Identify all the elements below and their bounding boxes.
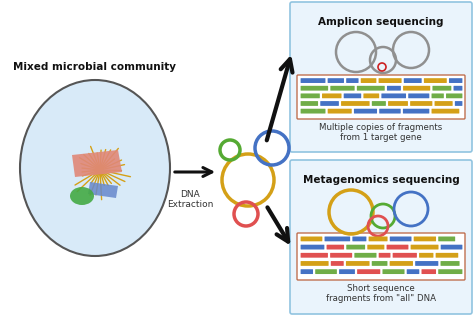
- FancyBboxPatch shape: [390, 236, 411, 241]
- FancyBboxPatch shape: [379, 109, 401, 113]
- FancyBboxPatch shape: [438, 269, 463, 274]
- FancyBboxPatch shape: [301, 261, 328, 266]
- FancyBboxPatch shape: [355, 253, 376, 258]
- FancyBboxPatch shape: [383, 269, 404, 274]
- Ellipse shape: [20, 80, 170, 256]
- FancyBboxPatch shape: [301, 101, 318, 106]
- Text: Short sequence
fragments from "all" DNA: Short sequence fragments from "all" DNA: [326, 284, 436, 303]
- FancyBboxPatch shape: [414, 236, 436, 241]
- Text: DNA
Extraction: DNA Extraction: [167, 190, 213, 210]
- FancyBboxPatch shape: [408, 94, 429, 98]
- FancyBboxPatch shape: [387, 86, 401, 91]
- FancyBboxPatch shape: [315, 269, 337, 274]
- FancyBboxPatch shape: [369, 236, 388, 241]
- FancyBboxPatch shape: [435, 101, 453, 106]
- FancyBboxPatch shape: [346, 245, 365, 250]
- FancyBboxPatch shape: [387, 245, 409, 250]
- FancyBboxPatch shape: [322, 94, 341, 98]
- FancyBboxPatch shape: [424, 78, 447, 83]
- FancyBboxPatch shape: [364, 94, 379, 98]
- FancyBboxPatch shape: [325, 236, 350, 241]
- FancyBboxPatch shape: [432, 86, 451, 91]
- FancyBboxPatch shape: [327, 245, 344, 250]
- FancyBboxPatch shape: [449, 78, 463, 83]
- FancyBboxPatch shape: [331, 261, 344, 266]
- FancyBboxPatch shape: [455, 101, 463, 106]
- FancyBboxPatch shape: [301, 78, 326, 83]
- FancyBboxPatch shape: [390, 261, 413, 266]
- FancyBboxPatch shape: [301, 269, 313, 274]
- Polygon shape: [88, 182, 118, 198]
- Ellipse shape: [70, 187, 94, 205]
- FancyBboxPatch shape: [392, 253, 417, 258]
- FancyBboxPatch shape: [341, 101, 370, 106]
- Text: Amplicon sequencing: Amplicon sequencing: [318, 17, 444, 27]
- Text: Multiple copies of fragments
from 1 target gene: Multiple copies of fragments from 1 targ…: [319, 123, 443, 143]
- FancyBboxPatch shape: [431, 94, 444, 98]
- FancyBboxPatch shape: [357, 269, 380, 274]
- FancyBboxPatch shape: [344, 94, 361, 98]
- FancyBboxPatch shape: [301, 86, 328, 91]
- FancyBboxPatch shape: [410, 245, 438, 250]
- FancyBboxPatch shape: [346, 78, 358, 83]
- FancyBboxPatch shape: [367, 245, 384, 250]
- FancyBboxPatch shape: [361, 78, 376, 83]
- FancyBboxPatch shape: [388, 101, 408, 106]
- FancyBboxPatch shape: [352, 236, 366, 241]
- FancyBboxPatch shape: [339, 269, 355, 274]
- FancyBboxPatch shape: [446, 94, 463, 98]
- FancyBboxPatch shape: [404, 78, 422, 83]
- Text: Mixed microbial community: Mixed microbial community: [13, 62, 176, 72]
- FancyBboxPatch shape: [301, 253, 328, 258]
- FancyBboxPatch shape: [297, 75, 465, 119]
- FancyBboxPatch shape: [438, 236, 455, 241]
- FancyBboxPatch shape: [328, 78, 344, 83]
- FancyBboxPatch shape: [419, 253, 433, 258]
- FancyBboxPatch shape: [441, 245, 463, 250]
- FancyBboxPatch shape: [328, 109, 352, 113]
- FancyBboxPatch shape: [382, 94, 406, 98]
- FancyBboxPatch shape: [379, 78, 401, 83]
- FancyBboxPatch shape: [330, 86, 355, 91]
- FancyBboxPatch shape: [440, 261, 460, 266]
- FancyBboxPatch shape: [372, 101, 386, 106]
- FancyBboxPatch shape: [301, 245, 324, 250]
- FancyBboxPatch shape: [379, 253, 391, 258]
- FancyBboxPatch shape: [372, 261, 387, 266]
- FancyBboxPatch shape: [290, 2, 472, 152]
- FancyBboxPatch shape: [421, 269, 436, 274]
- FancyBboxPatch shape: [290, 160, 472, 314]
- FancyBboxPatch shape: [297, 233, 465, 280]
- FancyBboxPatch shape: [301, 236, 322, 241]
- FancyBboxPatch shape: [410, 101, 432, 106]
- FancyBboxPatch shape: [357, 86, 385, 91]
- FancyBboxPatch shape: [454, 86, 463, 91]
- FancyBboxPatch shape: [354, 109, 377, 113]
- FancyBboxPatch shape: [346, 261, 370, 266]
- FancyBboxPatch shape: [415, 261, 438, 266]
- FancyBboxPatch shape: [301, 94, 320, 98]
- FancyBboxPatch shape: [320, 101, 339, 106]
- FancyBboxPatch shape: [407, 269, 419, 274]
- FancyBboxPatch shape: [403, 86, 430, 91]
- FancyBboxPatch shape: [436, 253, 458, 258]
- Polygon shape: [72, 150, 122, 177]
- FancyBboxPatch shape: [330, 253, 352, 258]
- FancyBboxPatch shape: [301, 109, 326, 113]
- Text: Metagenomics sequencing: Metagenomics sequencing: [302, 175, 459, 185]
- FancyBboxPatch shape: [403, 109, 429, 113]
- FancyBboxPatch shape: [431, 109, 459, 113]
